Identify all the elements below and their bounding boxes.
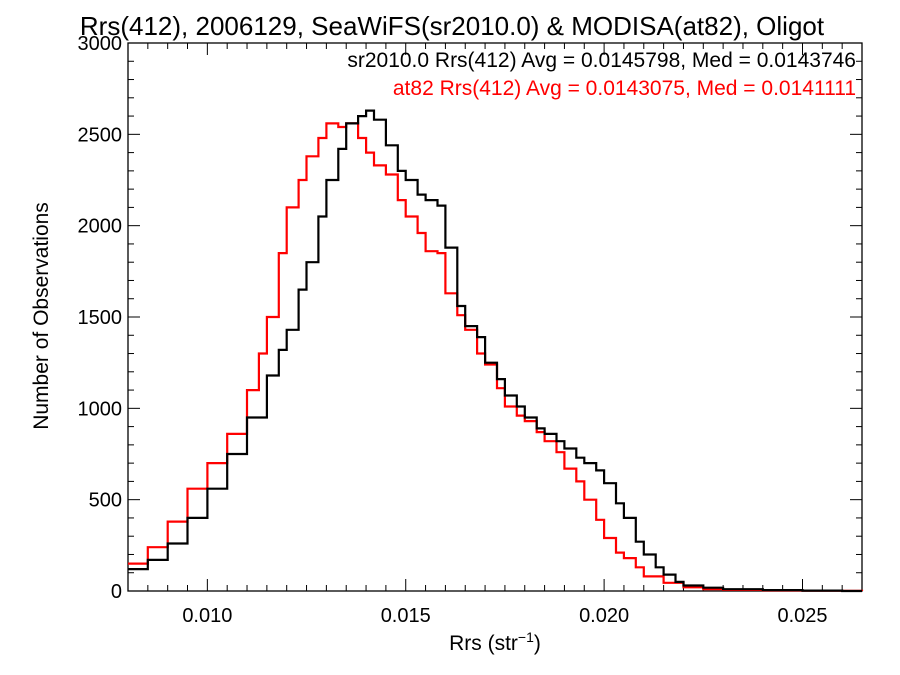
legend-entry-sr2010: sr2010.0 Rrs(412) Avg = 0.0145798, Med =… — [347, 49, 856, 72]
x-tick-label: 0.010 — [182, 605, 232, 627]
y-tick-label: 0 — [111, 581, 122, 603]
at82-histogram-line — [128, 122, 864, 592]
x-axis-title: Rrs (str−1) — [449, 629, 541, 655]
y-tick-label: 1500 — [78, 307, 123, 329]
y-tick-label: 2000 — [78, 216, 123, 238]
x-axis-title-close: ) — [534, 632, 541, 655]
x-tick-label: 0.025 — [777, 605, 827, 627]
y-axis-title: Number of Observations — [30, 202, 53, 430]
x-axis: 0.010 0.015 0.020 0.025 — [147, 43, 843, 627]
y-tick-label: 1000 — [78, 398, 123, 420]
legend: sr2010.0 Rrs(412) Avg = 0.0145798, Med =… — [347, 49, 856, 100]
x-axis-title-unit-exponent: −1 — [518, 629, 534, 645]
y-axis: 0 500 1000 1500 2000 2500 3000 — [78, 33, 862, 603]
sr2010-histogram-line — [128, 109, 862, 593]
x-axis-title-text: Rrs (str — [449, 632, 518, 655]
y-tick-label: 3000 — [78, 33, 123, 55]
plot-frame — [127, 42, 863, 592]
y-tick-label: 500 — [89, 490, 122, 512]
x-tick-label: 0.015 — [381, 605, 431, 627]
y-tick-label: 2500 — [78, 124, 123, 146]
chart-title: Rrs(412), 2006129, SeaWiFS(sr2010.0) & M… — [80, 11, 825, 41]
plot-border — [127, 42, 863, 592]
x-tick-label: 0.020 — [579, 605, 629, 627]
legend-entry-at82: at82 Rrs(412) Avg = 0.0143075, Med = 0.0… — [393, 77, 856, 100]
series-layer — [128, 109, 864, 593]
